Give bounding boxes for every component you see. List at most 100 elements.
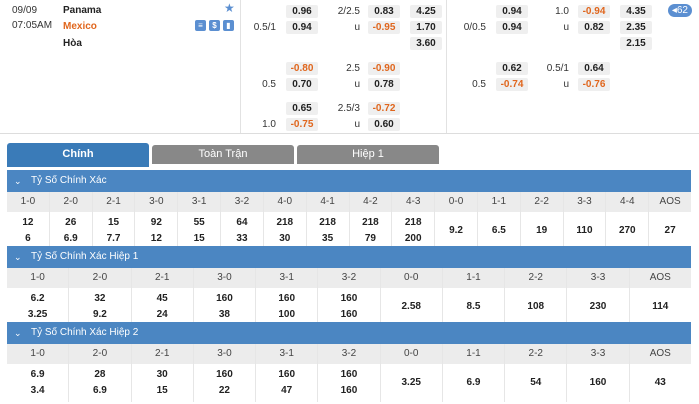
more-markets-button[interactable]: ◂62: [667, 4, 692, 17]
odds-ft-r1-home[interactable]: 0.96: [286, 5, 318, 18]
odds-value[interactable]: 15: [193, 233, 205, 244]
odds-value[interactable]: 9.2: [92, 309, 107, 320]
odds-value[interactable]: 160: [278, 369, 296, 380]
odds-value[interactable]: 200: [404, 233, 422, 244]
odds-ft-r6-home[interactable]: 0.65: [286, 102, 318, 115]
odds-value[interactable]: 160: [216, 293, 233, 304]
odds-h1-r1-away[interactable]: -0.94: [578, 5, 610, 18]
odds-value[interactable]: 160: [340, 309, 358, 320]
odds-value[interactable]: 79: [364, 233, 376, 244]
odds-value[interactable]: 26: [65, 217, 77, 228]
odds-h1-r1-1x2[interactable]: 4.35: [620, 5, 652, 18]
odds-value[interactable]: 3.4: [30, 385, 45, 396]
odds-icon[interactable]: $: [209, 20, 220, 31]
odds-ft-r2-away[interactable]: -0.95: [368, 21, 400, 34]
odds-h1-r4-home[interactable]: 0.62: [496, 62, 528, 75]
odds-value[interactable]: 160: [216, 369, 233, 380]
odds-value[interactable]: 100: [278, 309, 296, 320]
odds-ft-r2-home[interactable]: 0.94: [286, 21, 318, 34]
odds-value[interactable]: 6: [25, 233, 31, 244]
odds-ft-r4-home[interactable]: -0.80: [286, 62, 318, 75]
odds-value[interactable]: 19: [536, 225, 548, 236]
odds-value[interactable]: 160: [340, 293, 358, 304]
odds-value[interactable]: 27: [664, 225, 676, 236]
odds-ft-r3-1x2[interactable]: 3.60: [410, 37, 442, 50]
score-column: 4-0 218 30: [263, 192, 307, 250]
odds-value[interactable]: 160: [589, 377, 607, 388]
odds-value[interactable]: 6.9: [466, 377, 481, 388]
odds-value[interactable]: 55: [193, 217, 205, 228]
odds-value[interactable]: 64: [236, 217, 248, 228]
odds-value[interactable]: 218: [362, 217, 379, 228]
odds-value[interactable]: 218: [404, 217, 422, 228]
odds-value[interactable]: 30: [156, 369, 168, 380]
section-header[interactable]: ⌄ Tỷ Số Chính Xác: [7, 170, 691, 192]
odds-value[interactable]: 218: [276, 217, 294, 228]
odds-value[interactable]: 270: [618, 225, 636, 236]
odds-value[interactable]: 6.9: [30, 369, 45, 380]
favorite-star-icon[interactable]: ★: [224, 1, 235, 15]
odds-value[interactable]: 114: [652, 301, 669, 312]
odds-value[interactable]: 54: [530, 377, 542, 388]
odds-value[interactable]: 6.9: [63, 233, 78, 244]
odds-value[interactable]: 47: [281, 385, 293, 396]
odds-h1-r2-away[interactable]: 0.82: [578, 21, 610, 34]
section-header[interactable]: ⌄ Tỷ Số Chính Xác Hiệp 1: [7, 246, 691, 268]
odds-h1-r4-away[interactable]: 0.64: [578, 62, 610, 75]
tab-full-time[interactable]: Toàn Trận: [152, 145, 294, 164]
odds-ft-r7-away[interactable]: 0.60: [368, 118, 400, 131]
odds-value[interactable]: 7.7: [106, 233, 121, 244]
odds-value[interactable]: 160: [278, 293, 296, 304]
odds-value[interactable]: 230: [589, 301, 607, 312]
odds-ft-r1-away[interactable]: 0.83: [368, 5, 400, 18]
tab-first-half[interactable]: Hiệp 1: [297, 145, 439, 164]
tab-main[interactable]: Chính: [7, 143, 149, 167]
odds-value[interactable]: 43: [654, 377, 666, 388]
section-header[interactable]: ⌄ Tỷ Số Chính Xác Hiệp 2: [7, 322, 691, 344]
odds-value[interactable]: 6.2: [30, 293, 45, 304]
odds-value[interactable]: 22: [218, 385, 230, 396]
odds-value[interactable]: 6.9: [92, 385, 107, 396]
odds-value[interactable]: 3.25: [401, 377, 421, 388]
odds-value[interactable]: 15: [156, 385, 168, 396]
away-team[interactable]: Mexico: [63, 21, 97, 32]
stats-icon[interactable]: ▮: [223, 20, 234, 31]
odds-h1-r2-1x2[interactable]: 2.35: [620, 21, 652, 34]
odds-value[interactable]: 2.58: [401, 301, 421, 312]
odds-value[interactable]: 9.2: [449, 225, 463, 236]
odds-value[interactable]: 160: [340, 385, 358, 396]
odds-h1-r1-home[interactable]: 0.94: [496, 5, 528, 18]
lineup-icon[interactable]: ≡: [195, 20, 206, 31]
odds-ft-r5-home[interactable]: 0.70: [286, 78, 318, 91]
odds-value[interactable]: 3.25: [27, 309, 48, 320]
odds-value[interactable]: 38: [218, 309, 230, 320]
odds-ft-r4-away[interactable]: -0.90: [368, 62, 400, 75]
odds-value[interactable]: 108: [527, 301, 545, 312]
odds-value[interactable]: 33: [236, 233, 248, 244]
odds-value[interactable]: 12: [150, 233, 162, 244]
odds-ft-r2-1x2[interactable]: 1.70: [410, 21, 442, 34]
odds-h1-r5-home[interactable]: -0.74: [496, 78, 528, 91]
odds-ft-r6-away[interactable]: -0.72: [368, 102, 400, 115]
odds-value[interactable]: 28: [94, 369, 106, 380]
odds-value[interactable]: 160: [340, 369, 358, 380]
odds-value[interactable]: 218: [319, 217, 336, 228]
odds-value[interactable]: 92: [150, 217, 162, 228]
odds-h1-r3-1x2[interactable]: 2.15: [620, 37, 652, 50]
odds-value[interactable]: 24: [156, 309, 168, 320]
odds-value[interactable]: 15: [107, 217, 120, 228]
odds-ft-r5-away[interactable]: 0.78: [368, 78, 400, 91]
odds-value[interactable]: 12: [22, 217, 34, 228]
odds-ft-r7-home[interactable]: -0.75: [286, 118, 318, 131]
odds-h1-r5-away[interactable]: -0.76: [578, 78, 610, 91]
odds-value[interactable]: 8.5: [466, 301, 481, 312]
odds-value[interactable]: 32: [94, 293, 106, 304]
home-team[interactable]: Panama: [63, 5, 102, 16]
odds-h1-r2-home[interactable]: 0.94: [496, 21, 528, 34]
odds-value[interactable]: 6.5: [491, 225, 506, 236]
odds-value[interactable]: 30: [279, 233, 291, 244]
odds-value[interactable]: 45: [156, 293, 168, 304]
odds-ft-r1-1x2[interactable]: 4.25: [410, 5, 442, 18]
odds-value[interactable]: 110: [576, 225, 593, 236]
odds-value[interactable]: 35: [322, 233, 334, 244]
